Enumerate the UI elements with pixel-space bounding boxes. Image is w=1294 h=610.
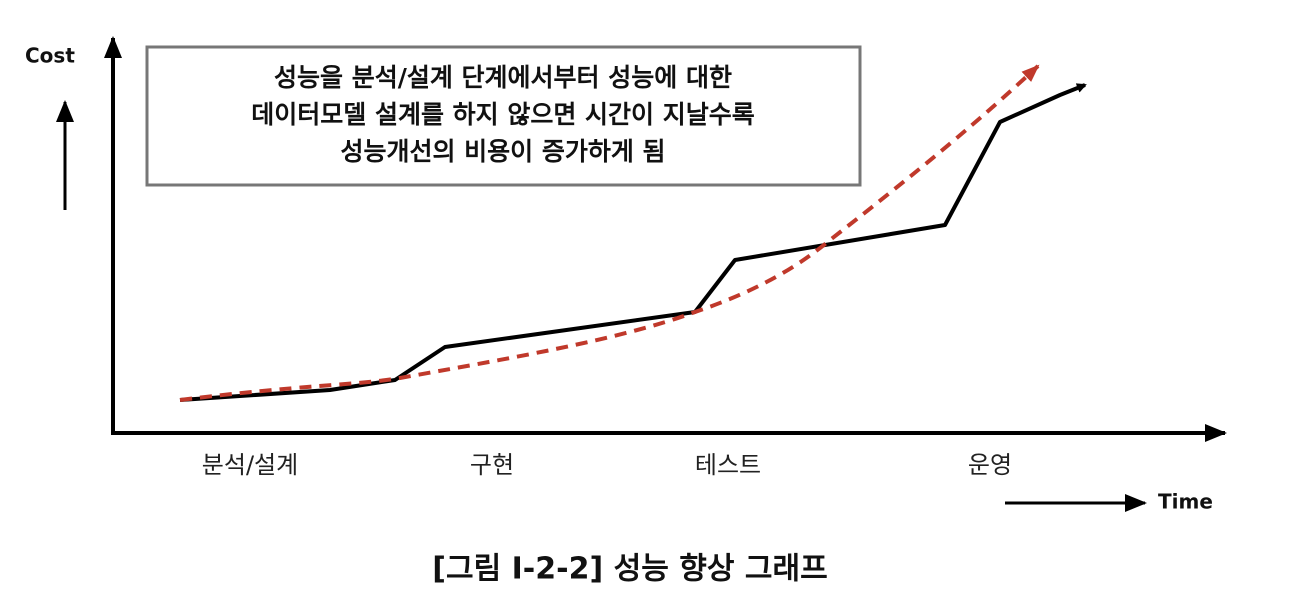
y-axis-label: Cost <box>25 44 75 68</box>
note-line: 성능을 분석/설계 단계에서부터 성능에 대한 <box>274 63 732 92</box>
phase-label: 구현 <box>470 451 514 479</box>
note-line: 성능개선의 비용이 증가하게 됨 <box>340 137 665 166</box>
caption: [그림 Ⅰ-2-2] 성능 향상 그래프 <box>432 552 827 587</box>
x-axis-label: Time <box>1158 490 1213 514</box>
phase-label: 테스트 <box>695 451 761 479</box>
phase-label: 운영 <box>968 451 1012 479</box>
phase-label: 분석/설계 <box>202 451 298 479</box>
trend-curve <box>179 64 1040 402</box>
note-box <box>145 45 862 187</box>
note-line: 데이터모델 설계를 하지 않으면 시간이 지날수록 <box>251 100 755 129</box>
actual-cost-line <box>179 83 1087 402</box>
